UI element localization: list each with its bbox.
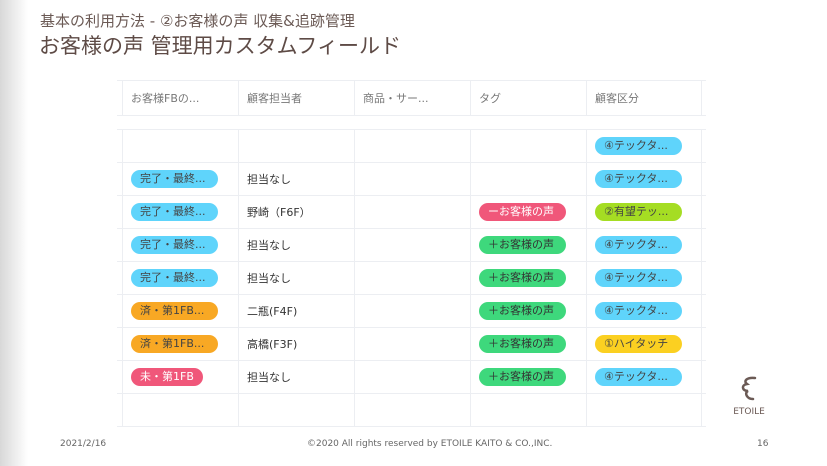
cell-feedback-status[interactable]: 完了・最終... (122, 262, 238, 294)
column-header-product[interactable]: 商品・サー... (354, 81, 470, 115)
etoile-logo-mark-icon (741, 376, 757, 401)
slide-subtitle: 基本の利用方法 - ②お客様の声 収集&追跡管理 (40, 12, 355, 30)
cell-product[interactable] (354, 295, 470, 327)
cell-product[interactable] (354, 130, 470, 162)
cell-feedback-status[interactable]: 未・第1FB (122, 361, 238, 393)
footer-copyright: ©2020 All rights reserved by ETOILE KAIT… (307, 439, 553, 449)
cell-segment[interactable] (586, 394, 702, 426)
cell-tag[interactable] (470, 130, 586, 162)
feedback-status-pill[interactable]: 完了・最終... (131, 203, 218, 221)
table-row[interactable]: 完了・最終... 担当なし ④テックタ... (117, 163, 706, 196)
column-header-feedback[interactable]: お客様FBの... (122, 81, 238, 115)
cell-product[interactable] (354, 361, 470, 393)
cell-owner[interactable]: 高橋(F3F) (238, 328, 354, 360)
cell-feedback-status[interactable]: 済・第1FB... (122, 295, 238, 327)
tag-pill[interactable]: ＋お客様の声 (479, 335, 566, 353)
cell-feedback-status[interactable]: 済・第1FB... (122, 328, 238, 360)
cell-segment[interactable]: ④テックタ... (586, 229, 702, 261)
feedback-status-pill[interactable]: 完了・最終... (131, 269, 218, 287)
page-number: 16 (757, 439, 769, 449)
table-row[interactable]: 済・第1FB... 二瓶(F4F) ＋お客様の声 ④テックタ... (117, 295, 706, 328)
tag-pill[interactable]: ＋お客様の声 (479, 236, 566, 254)
cell-tag[interactable]: ＋お客様の声 (470, 361, 586, 393)
cell-owner[interactable]: 野崎（F6F） (238, 196, 354, 228)
cell-feedback-status[interactable] (122, 130, 238, 162)
tag-pill[interactable]: ＋お客様の声 (479, 368, 566, 386)
column-header-owner[interactable]: 顧客担当者 (238, 81, 354, 115)
cell-owner[interactable] (238, 394, 354, 426)
segment-pill[interactable]: ②有望テッ... (595, 203, 682, 221)
cell-product[interactable] (354, 328, 470, 360)
cell-segment[interactable]: ②有望テッ... (586, 196, 702, 228)
cell-product[interactable] (354, 394, 470, 426)
tag-pill[interactable]: ＋お客様の声 (479, 302, 566, 320)
cell-tag[interactable]: ーお客様の声 (470, 196, 586, 228)
cell-feedback-status[interactable]: 完了・最終... (122, 196, 238, 228)
cell-segment[interactable]: ④テックタ... (586, 163, 702, 195)
tag-pill[interactable]: ＋お客様の声 (479, 269, 566, 287)
cell-feedback-status[interactable]: 完了・最終... (122, 163, 238, 195)
cell-owner[interactable]: 担当なし (238, 163, 354, 195)
cell-segment[interactable]: ④テックタ... (586, 361, 702, 393)
cell-tag[interactable] (470, 394, 586, 426)
cell-segment[interactable]: ④テックタ... (586, 130, 702, 162)
cell-tag[interactable] (470, 163, 586, 195)
footer-date: 2021/2/16 (60, 439, 107, 449)
table-row[interactable] (117, 394, 706, 427)
segment-pill[interactable]: ④テックタ... (595, 236, 682, 254)
cell-segment[interactable]: ④テックタ... (586, 262, 702, 294)
table-row[interactable]: 完了・最終... 野崎（F6F） ーお客様の声 ②有望テッ... (117, 196, 706, 229)
cell-owner[interactable]: 担当なし (238, 262, 354, 294)
table-row[interactable]: ④テックタ... (117, 130, 706, 163)
feedback-status-pill[interactable]: 済・第1FB... (131, 302, 218, 320)
feedback-status-pill[interactable]: 未・第1FB (131, 368, 203, 386)
table-body: ④テックタ... 完了・最終... 担当なし ④テックタ... 完了・最終... 野崎（F… (117, 129, 706, 427)
cell-owner[interactable]: 担当なし (238, 229, 354, 261)
segment-pill[interactable]: ④テックタ... (595, 368, 682, 386)
table-row[interactable]: 未・第1FB 担当なし ＋お客様の声 ④テックタ... (117, 361, 706, 394)
cell-tag[interactable]: ＋お客様の声 (470, 262, 586, 294)
cell-tag[interactable]: ＋お客様の声 (470, 295, 586, 327)
cell-segment[interactable]: ①ハイタッチ (586, 328, 702, 360)
feedback-status-pill[interactable]: 完了・最終... (131, 236, 218, 254)
cell-owner[interactable]: 二瓶(F4F) (238, 295, 354, 327)
table-row[interactable]: 完了・最終... 担当なし ＋お客様の声 ④テックタ... (117, 262, 706, 295)
table-row[interactable]: 完了・最終... 担当なし ＋お客様の声 ④テックタ... (117, 229, 706, 262)
segment-pill[interactable]: ①ハイタッチ (595, 335, 682, 353)
cell-tag[interactable]: ＋お客様の声 (470, 229, 586, 261)
feedback-status-pill[interactable]: 完了・最終... (131, 170, 218, 188)
cell-tag[interactable]: ＋お客様の声 (470, 328, 586, 360)
column-header-segment[interactable]: 顧客区分 (586, 81, 702, 115)
cell-product[interactable] (354, 163, 470, 195)
segment-pill[interactable]: ④テックタ... (595, 302, 682, 320)
cell-feedback-status[interactable] (122, 394, 238, 426)
cell-owner[interactable] (238, 130, 354, 162)
custom-field-table: お客様FBの... 顧客担当者 商品・サー... タグ 顧客区分 ④テックタ..… (117, 80, 706, 427)
cell-product[interactable] (354, 262, 470, 294)
column-header-tag[interactable]: タグ (470, 81, 586, 115)
cell-feedback-status[interactable]: 完了・最終... (122, 229, 238, 261)
tag-pill[interactable]: ーお客様の声 (479, 203, 566, 221)
page-edge-shadow (0, 0, 28, 466)
segment-pill[interactable]: ④テックタ... (595, 137, 682, 155)
etoile-logo: ETOILE (729, 375, 769, 417)
cell-segment[interactable]: ④テックタ... (586, 295, 702, 327)
table-header: お客様FBの... 顧客担当者 商品・サー... タグ 顧客区分 (117, 80, 706, 116)
table-row[interactable]: 済・第1FB... 高橋(F3F) ＋お客様の声 ①ハイタッチ (117, 328, 706, 361)
segment-pill[interactable]: ④テックタ... (595, 269, 682, 287)
cell-product[interactable] (354, 196, 470, 228)
logo-text: ETOILE (733, 407, 765, 417)
segment-pill[interactable]: ④テックタ... (595, 170, 682, 188)
cell-owner[interactable]: 担当なし (238, 361, 354, 393)
feedback-status-pill[interactable]: 済・第1FB... (131, 335, 218, 353)
slide-title: お客様の声 管理用カスタムフィールド (39, 34, 401, 58)
cell-product[interactable] (354, 229, 470, 261)
